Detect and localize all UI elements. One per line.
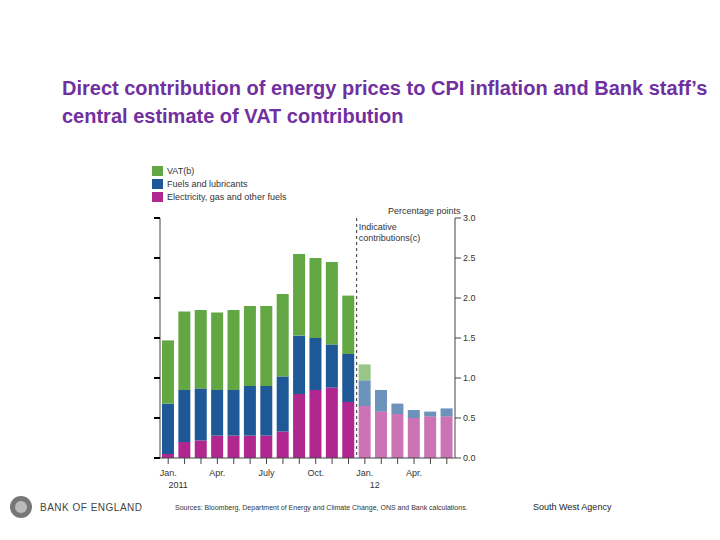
html-text:Sources: Bloomberg, Department: Sources: Bloomberg, Department of Energy… — [175, 504, 468, 511]
html-text:Percentage points: Percentage points — [388, 206, 461, 216]
html-text:VAT(b): VAT(b) — [167, 165, 195, 176]
svg-text:Jan.: Jan. — [160, 468, 177, 478]
svg-text:2011: 2011 — [169, 480, 188, 490]
svg-text:Apr.: Apr. — [209, 468, 225, 478]
svg-text:1.5: 1.5 — [463, 333, 476, 343]
svg-text:2.5: 2.5 — [463, 253, 476, 263]
svg-text:2.0: 2.0 — [463, 293, 476, 303]
svg-text:0.5: 0.5 — [463, 413, 476, 423]
svg-text:12: 12 — [370, 480, 380, 490]
html-text:Fuels and lubricants: Fuels and lubricants — [167, 178, 248, 189]
svg-text:0.0: 0.0 — [463, 453, 476, 463]
html-text:Indicative contributions(c): Indicative contributions(c) — [358, 222, 421, 243]
svg-text:1.0: 1.0 — [463, 373, 476, 383]
svg-text:Apr.: Apr. — [406, 468, 422, 478]
svg-text:July: July — [259, 468, 276, 478]
svg-text:Oct.: Oct. — [307, 468, 324, 478]
html-text:Direct contribution of energy: Direct contribution of energy prices to … — [62, 77, 708, 127]
svg-text:3.0: 3.0 — [463, 213, 476, 223]
html-text:South West Agency: South West Agency — [533, 502, 612, 512]
svg-text:Jan.: Jan. — [356, 468, 373, 478]
html-text:Electricity, gas and other fue: Electricity, gas and other fuels — [167, 191, 287, 202]
html-text:BANK OF ENGLAND: BANK OF ENGLAND — [40, 502, 143, 513]
